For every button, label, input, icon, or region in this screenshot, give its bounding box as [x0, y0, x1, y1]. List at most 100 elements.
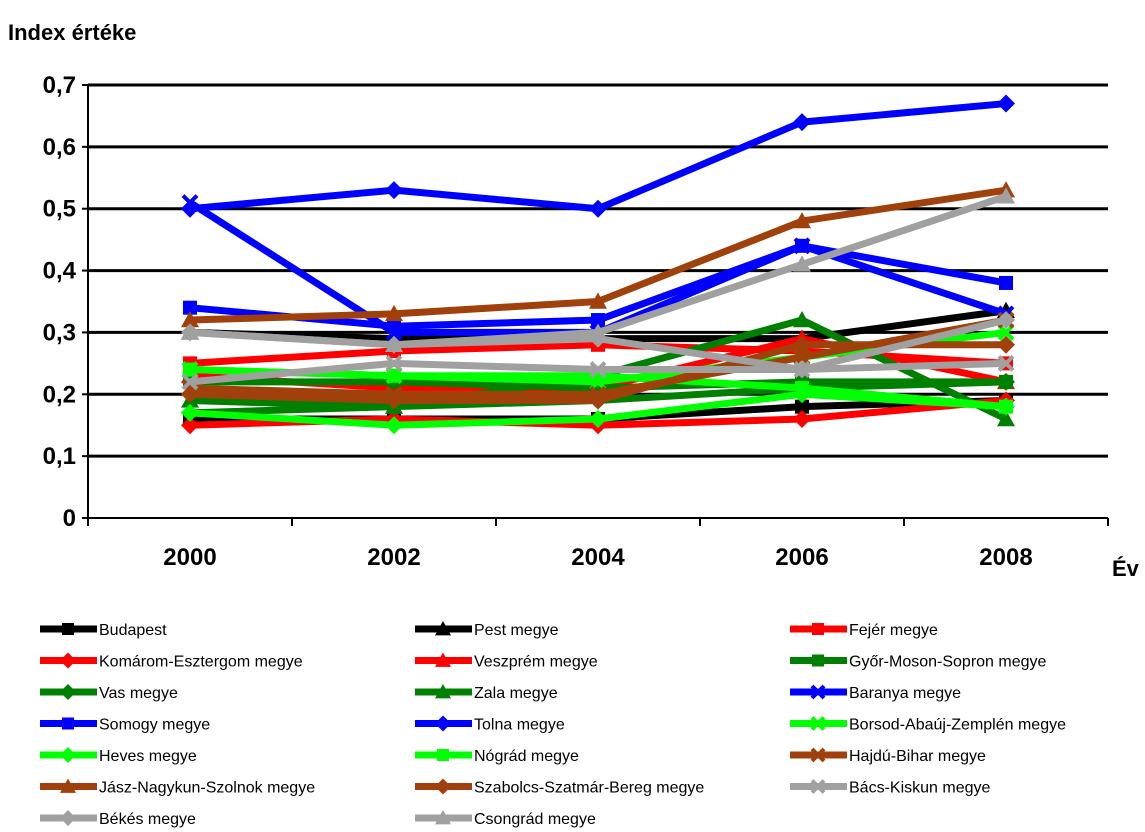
data-point — [793, 360, 811, 379]
legend-marker — [810, 747, 826, 763]
data-point — [997, 94, 1015, 113]
data-point — [793, 348, 811, 366]
legend-label: Hajdú-Bihar megye — [849, 748, 986, 765]
data-point — [793, 410, 811, 429]
legend-item: Győr-Moson-Sopron megye — [790, 654, 1047, 671]
series-szabolcs-szatm-r-bereg-megye — [181, 335, 1015, 410]
x-tick-label: 2004 — [571, 544, 625, 571]
legend-marker — [435, 715, 451, 732]
data-point — [793, 212, 811, 229]
legend-item: Békés megye — [40, 810, 196, 828]
legend-marker — [62, 623, 74, 635]
data-point — [181, 323, 199, 340]
legend-item: Zala megye — [415, 684, 558, 702]
legend-marker — [810, 684, 826, 700]
x-axis-title: Év — [1112, 556, 1140, 581]
data-point — [589, 199, 607, 218]
legend-item: Fejér megye — [790, 622, 938, 639]
data-point — [181, 199, 199, 218]
data-point — [385, 304, 403, 322]
y-tick-label: 0,3 — [43, 319, 76, 346]
legend-marker — [435, 778, 451, 795]
data-point — [999, 275, 1013, 290]
data-point — [183, 300, 197, 315]
legend-marker — [812, 623, 824, 635]
legend-label: Borsod-Abaúj-Zemplén megye — [849, 717, 1066, 734]
data-point — [385, 391, 403, 410]
legend-label: Somogy megye — [99, 717, 210, 734]
legend-label: Baranya megye — [849, 685, 961, 702]
y-tick-label: 0,2 — [43, 381, 76, 408]
legend-item: Pest megye — [415, 621, 559, 639]
data-point — [793, 311, 811, 328]
data-point — [997, 354, 1015, 372]
series-j-sz-nagykun-szolnok-megye — [181, 181, 1015, 328]
legend-item: Hajdú-Bihar megye — [790, 747, 986, 765]
data-point — [181, 416, 199, 435]
data-point — [795, 399, 809, 414]
legend-label: Veszprém megye — [474, 654, 598, 671]
data-point — [589, 391, 607, 410]
data-point — [997, 311, 1015, 330]
data-point — [589, 361, 607, 378]
data-point — [181, 373, 199, 391]
legend-marker — [60, 747, 76, 763]
y-tick-label: 0,7 — [43, 72, 76, 99]
y-axis-title: Index értéke — [8, 20, 136, 45]
series-csongr-d-megye — [181, 187, 1015, 352]
legend-label: Vas megye — [99, 685, 178, 702]
data-point — [795, 238, 809, 253]
legend-item: Csongrád megye — [415, 810, 596, 828]
x-tick-label: 2000 — [163, 544, 216, 571]
legend-marker — [62, 717, 74, 730]
data-point — [997, 372, 1015, 391]
y-tick-label: 0,4 — [43, 258, 77, 285]
series-layer — [181, 94, 1015, 435]
legend-marker — [810, 779, 826, 794]
legend-marker — [435, 621, 451, 636]
data-point — [385, 335, 403, 352]
data-point — [793, 335, 811, 354]
legend-label: Nógrád megye — [474, 748, 579, 765]
y-tick-label: 0,1 — [43, 443, 76, 470]
legend-item: Komárom-Esztergom megye — [40, 652, 303, 671]
data-point — [997, 187, 1015, 204]
data-point — [183, 362, 197, 377]
legend-marker — [60, 778, 76, 793]
data-point — [181, 311, 199, 328]
data-point — [589, 292, 607, 309]
data-point — [997, 335, 1015, 354]
data-point — [999, 399, 1013, 414]
legend-item: Veszprém megye — [415, 652, 598, 671]
legend-item: Borsod-Abaúj-Zemplén megye — [790, 716, 1066, 734]
legend-label: Csongrád megye — [474, 811, 596, 828]
legend-label: Bács-Kiskun megye — [849, 780, 990, 797]
data-point — [181, 385, 199, 404]
series-b-cs-kiskun-megye — [181, 354, 1015, 391]
series-somogy-megye — [183, 238, 1013, 334]
data-point — [181, 403, 199, 422]
legend-label: Fejér megye — [849, 622, 938, 639]
legend-marker — [435, 652, 451, 667]
data-point — [997, 324, 1015, 341]
legend-item: Nógrád megye — [415, 748, 579, 765]
legend-item: Bács-Kiskun megye — [790, 779, 990, 797]
legend-marker — [435, 810, 451, 825]
data-point — [387, 368, 401, 383]
legend-label: Békés megye — [99, 811, 196, 828]
data-point — [385, 181, 403, 200]
legend-label: Szabolcs-Szatmár-Bereg megye — [474, 780, 704, 797]
legend-marker — [810, 716, 826, 731]
legend-marker — [60, 684, 76, 700]
legend-item: Tolna megye — [415, 715, 565, 734]
legend-label: Zala megye — [474, 685, 558, 702]
legend-label: Jász-Nagykun-Szolnok megye — [99, 780, 315, 797]
series-tolna-megye — [181, 94, 1015, 218]
legend-item: Baranya megye — [790, 684, 961, 702]
x-tick-label: 2008 — [979, 544, 1032, 571]
data-point — [387, 319, 401, 334]
legend-marker — [435, 684, 451, 699]
y-tick-label: 0 — [63, 505, 76, 532]
axes: 0 0,1 0,2 0,3 0,4 0,5 0,6 0,7 2000 2002 2004 2006 20… — [43, 72, 1109, 571]
legend-item: Jász-Nagykun-Szolnok megye — [40, 778, 315, 797]
